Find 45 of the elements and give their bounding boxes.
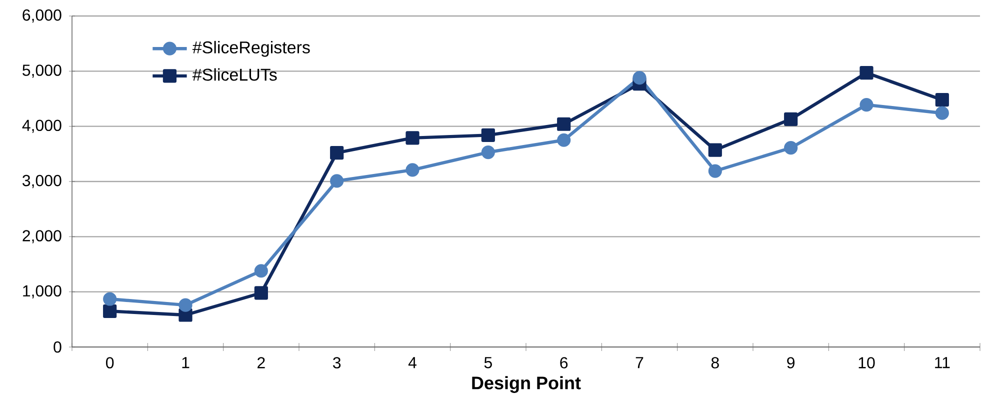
- y-tick-label: 5,000: [22, 64, 62, 78]
- point: [784, 112, 798, 126]
- y-tick-label: 6,000: [22, 9, 62, 23]
- point: [557, 117, 571, 131]
- point: [860, 66, 874, 80]
- point: [557, 133, 571, 147]
- point: [860, 98, 874, 112]
- point: [406, 131, 420, 145]
- x-tick-label: 7: [636, 357, 644, 368]
- legend-label: #SliceRegisters: [192, 40, 310, 57]
- x-tick-label: 1: [182, 357, 190, 368]
- y-tick-label: 2,000: [22, 230, 62, 244]
- point: [254, 286, 268, 300]
- x-tick-label: 8: [711, 357, 719, 368]
- point: [330, 146, 344, 160]
- y-tick-label: 4,000: [22, 120, 62, 133]
- point: [178, 308, 192, 322]
- point: [708, 164, 722, 178]
- x-tick-label: 4: [408, 357, 416, 368]
- y-tick-label: 0: [54, 341, 62, 353]
- x-axis-title: Design Point: [472, 376, 581, 393]
- point: [178, 298, 192, 312]
- point: [935, 106, 949, 120]
- x-tick-label: 10: [858, 357, 875, 368]
- x-tick-label: 11: [935, 357, 950, 368]
- y-tick-label: 3,000: [22, 174, 62, 188]
- x-tick-label: 0: [106, 357, 114, 368]
- point: [708, 143, 722, 157]
- point: [481, 145, 495, 160]
- point: [254, 264, 268, 278]
- x-tick-label: 5: [484, 357, 492, 368]
- point: [481, 128, 495, 142]
- x-tick-label: 2: [258, 357, 265, 368]
- point: [784, 141, 798, 155]
- point: [103, 292, 117, 306]
- point: [406, 163, 420, 177]
- legend-label: #SliceLUTs: [192, 68, 277, 81]
- point: [632, 70, 646, 85]
- x-tick-label: 6: [560, 357, 568, 368]
- x-tick-label: 3: [332, 357, 341, 368]
- x-tick-label: 9: [787, 357, 795, 368]
- point: [935, 93, 949, 107]
- y-tick-label: 1,000: [23, 285, 62, 298]
- point: [330, 174, 344, 188]
- point: [103, 304, 117, 318]
